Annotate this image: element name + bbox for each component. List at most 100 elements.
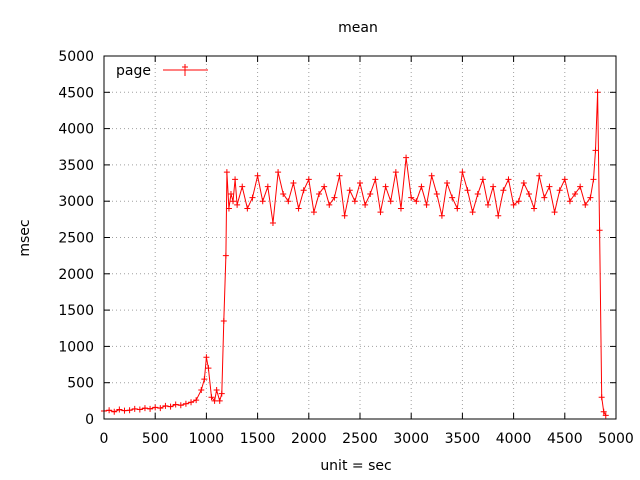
data-point	[290, 180, 297, 187]
axes: 0 500 1000 1500 2000 2500 3000 3500 4000 4500 5000…	[58, 49, 633, 447]
data-point	[485, 201, 491, 208]
data-point	[203, 354, 210, 361]
data-point	[232, 176, 239, 183]
data-point	[433, 190, 440, 197]
data-point	[464, 187, 471, 194]
data-point	[201, 376, 208, 383]
data-point	[392, 169, 399, 176]
data-point	[239, 183, 246, 190]
data-point	[454, 205, 461, 212]
data-point	[147, 405, 154, 412]
legend-label: page	[116, 63, 151, 79]
data-point	[106, 407, 113, 414]
data-point	[531, 205, 538, 212]
data-point	[220, 317, 227, 324]
data-point	[198, 386, 205, 393]
data-point	[116, 406, 123, 413]
y-tick-label: 1500	[58, 303, 94, 319]
x-tick-label: 1500	[240, 431, 276, 447]
data-point	[536, 172, 543, 179]
data-point	[403, 154, 410, 161]
data-point	[336, 172, 343, 179]
data-point	[269, 219, 276, 226]
y-tick-label: 5000	[58, 49, 94, 65]
data-point	[141, 405, 148, 412]
data-point	[295, 205, 302, 212]
data-point	[211, 397, 218, 404]
data-point	[346, 187, 353, 194]
data-point	[594, 89, 601, 96]
data-point	[362, 201, 369, 208]
data-point	[177, 402, 184, 409]
data-point	[157, 405, 164, 412]
data-point	[316, 190, 323, 197]
data-point	[490, 183, 497, 190]
data-point	[205, 365, 212, 372]
data-point	[227, 190, 234, 197]
data-point	[223, 169, 230, 176]
y-tick-label: 3000	[58, 194, 94, 210]
data-point	[331, 194, 338, 201]
data-point	[126, 407, 133, 414]
data-point	[167, 403, 174, 410]
data-point	[596, 227, 603, 234]
data-point	[382, 183, 389, 190]
data-point	[264, 183, 271, 190]
data-point	[577, 183, 584, 190]
data-point	[449, 194, 456, 201]
data-point	[121, 407, 128, 414]
data-point	[428, 172, 435, 179]
data-point	[510, 201, 517, 208]
data-point	[367, 190, 374, 197]
data-point	[275, 169, 282, 176]
data-point	[387, 198, 394, 205]
x-tick-label: 3000	[393, 431, 429, 447]
data-point	[182, 400, 189, 407]
data-point	[193, 397, 200, 404]
data-point	[479, 176, 486, 183]
data-point	[600, 408, 607, 415]
data-point	[136, 406, 143, 413]
data-point	[418, 183, 425, 190]
data-point	[280, 190, 287, 197]
y-tick-label: 2000	[58, 267, 94, 283]
plot-border	[103, 55, 617, 420]
data-point	[244, 205, 251, 212]
grid	[104, 56, 616, 419]
data-point	[582, 201, 589, 208]
y-tick-label: 500	[67, 376, 94, 392]
data-point	[188, 399, 195, 406]
data-point	[326, 201, 333, 208]
y-tick-label: 3500	[58, 158, 94, 174]
y-tick-label: 2500	[58, 231, 94, 247]
data-point	[551, 209, 558, 216]
x-tick-label: 0	[100, 431, 109, 447]
data-point	[300, 187, 307, 194]
data-point	[525, 190, 532, 197]
data-point	[351, 198, 358, 205]
data-point	[357, 180, 363, 187]
data-point	[321, 183, 328, 190]
data-point	[444, 180, 451, 187]
data-point	[234, 201, 241, 208]
data-point	[152, 404, 159, 411]
data-point	[172, 401, 179, 408]
legend: page	[116, 63, 208, 79]
x-tick-label: 1000	[189, 431, 225, 447]
x-axis-label: unit = sec	[320, 458, 391, 474]
data-point	[377, 209, 384, 216]
y-tick-label: 1000	[58, 339, 94, 355]
data-point	[222, 252, 229, 259]
data-point	[602, 412, 609, 419]
data-point	[259, 198, 266, 205]
data-point	[208, 394, 215, 401]
data-point	[131, 405, 138, 412]
x-tick-label: 2000	[291, 431, 327, 447]
data-point	[500, 187, 507, 194]
data-point	[372, 176, 379, 183]
legend-marker-sample	[182, 64, 188, 76]
data-point	[111, 408, 118, 415]
data-point	[587, 194, 594, 201]
data-point	[592, 147, 599, 154]
